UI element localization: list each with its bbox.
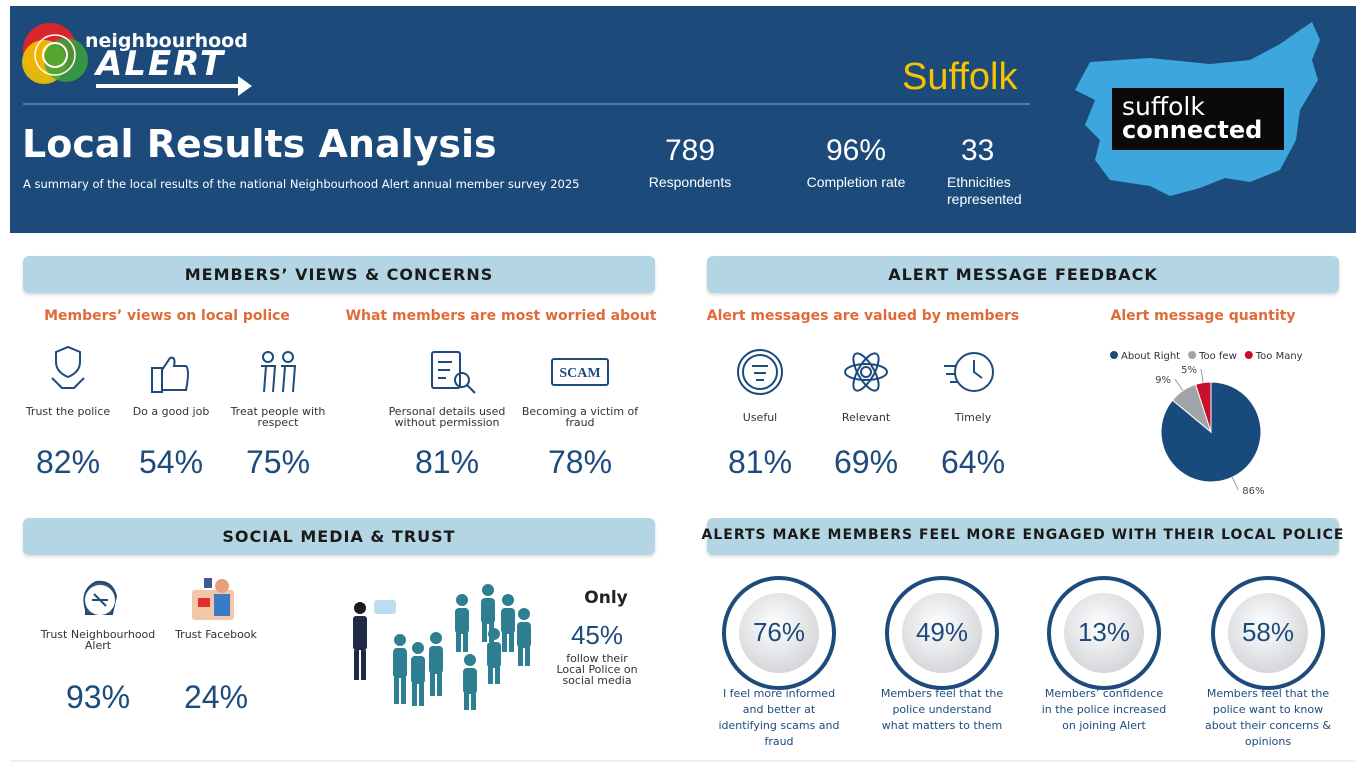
ring-disc bbox=[1064, 593, 1144, 673]
slice-label: 86% bbox=[1242, 486, 1264, 497]
ring-disc bbox=[739, 593, 819, 673]
item-label: Treat people with respect bbox=[230, 405, 326, 429]
leader-line bbox=[1231, 477, 1239, 491]
item-value: 54% bbox=[138, 444, 204, 480]
item-label: Personal details used without permission bbox=[388, 405, 506, 429]
pie-chart: About Right Too few Too Many 86% 9% 5% bbox=[1110, 351, 1303, 497]
legend-dot bbox=[1110, 351, 1118, 359]
item-value: 81% bbox=[727, 444, 793, 480]
ring-text: Members’ confidence in the police increa… bbox=[1041, 687, 1167, 732]
partner-logo-bg bbox=[1112, 88, 1284, 150]
partner-bottom: connected bbox=[1122, 116, 1263, 144]
item-value: 75% bbox=[245, 444, 311, 480]
ring-text: I feel more informed and better at ident… bbox=[718, 687, 840, 748]
stat-value: 96% bbox=[825, 134, 887, 167]
logo-top: neighbourhood bbox=[85, 30, 248, 52]
partner-top: suffolk bbox=[1122, 92, 1205, 121]
ring-value: 13% bbox=[1077, 617, 1131, 647]
ring-disc bbox=[1228, 593, 1308, 673]
callout-text: follow their Local Police on social medi… bbox=[556, 652, 638, 687]
slice-label: 5% bbox=[1181, 365, 1197, 376]
stat-label: Ethnicities represented bbox=[947, 174, 1022, 207]
ring-value: 58% bbox=[1241, 617, 1295, 647]
pie-slice bbox=[1194, 381, 1212, 433]
legend-label: About Right bbox=[1121, 351, 1180, 362]
item-value: 82% bbox=[35, 444, 101, 480]
section-heading: ALERT MESSAGE FEEDBACK bbox=[888, 265, 1158, 284]
ring-text: Members feel that the police want to kno… bbox=[1204, 687, 1332, 748]
ring-disc bbox=[902, 593, 982, 673]
icons: SCAM bbox=[51, 345, 994, 620]
leader-line bbox=[1200, 368, 1204, 383]
sub-title: Members’ views on local police bbox=[44, 308, 290, 324]
region: Suffolk bbox=[902, 56, 1018, 98]
logo-mark bbox=[22, 23, 252, 96]
slice-label: 9% bbox=[1155, 375, 1171, 386]
logo-main: ALERT bbox=[96, 44, 226, 84]
stat-value: 33 bbox=[961, 134, 995, 167]
crowd-illustration bbox=[353, 584, 531, 710]
section-bar bbox=[707, 518, 1339, 555]
legend-dot bbox=[1188, 351, 1197, 359]
sub-title: Alert message quantity bbox=[1110, 308, 1296, 324]
callout-lead: Only bbox=[584, 588, 628, 608]
rings bbox=[722, 576, 1325, 690]
section-bar bbox=[707, 256, 1339, 293]
item-value: 93% bbox=[65, 679, 131, 715]
leader-line bbox=[1174, 378, 1184, 391]
ring-value: 49% bbox=[915, 617, 969, 647]
section-bar bbox=[23, 518, 655, 555]
ring-text: Members feel that the police understand … bbox=[880, 687, 1004, 732]
section-heading: SOCIAL MEDIA & TRUST bbox=[222, 527, 456, 546]
title: Local Results Analysis bbox=[22, 122, 497, 166]
item-value: 81% bbox=[414, 444, 480, 480]
legend-label: Too Many bbox=[1255, 351, 1303, 362]
item-value: 69% bbox=[833, 444, 899, 480]
legend-label: Too few bbox=[1198, 351, 1237, 362]
sub-title: Alert messages are valued by members bbox=[706, 308, 1020, 324]
item-value: 24% bbox=[183, 679, 249, 715]
item-label: Trust the police bbox=[25, 405, 111, 418]
section-heading: ALERTS MAKE MEMBERS FEEL MORE ENGAGED WI… bbox=[701, 527, 1345, 543]
subtitle: A summary of the local results of the na… bbox=[23, 177, 580, 191]
item-value: 78% bbox=[547, 444, 613, 480]
item-label: Relevant bbox=[841, 411, 891, 424]
item-label: Do a good job bbox=[132, 405, 210, 418]
item-label: Trust Neighbourhood Alert bbox=[40, 628, 156, 652]
stat-value: 789 bbox=[664, 134, 716, 167]
stat-label: Respondents bbox=[648, 174, 732, 190]
scam-icon-text: SCAM bbox=[559, 366, 600, 381]
item-label: Becoming a victim of fraud bbox=[521, 405, 639, 429]
item-label: Useful bbox=[742, 411, 778, 424]
stat-label: Completion rate bbox=[806, 174, 906, 190]
sub-title: What members are most worried about bbox=[345, 308, 657, 324]
callout-value: 45% bbox=[570, 620, 624, 650]
ring-value: 76% bbox=[752, 617, 806, 647]
section-heading: MEMBERS’ VIEWS & CONCERNS bbox=[184, 265, 494, 284]
item-value: 64% bbox=[940, 444, 1006, 480]
item-label: Timely bbox=[954, 411, 992, 424]
legend-dot bbox=[1244, 351, 1253, 359]
item-label: Trust Facebook bbox=[175, 628, 257, 641]
section-bar bbox=[23, 256, 655, 293]
